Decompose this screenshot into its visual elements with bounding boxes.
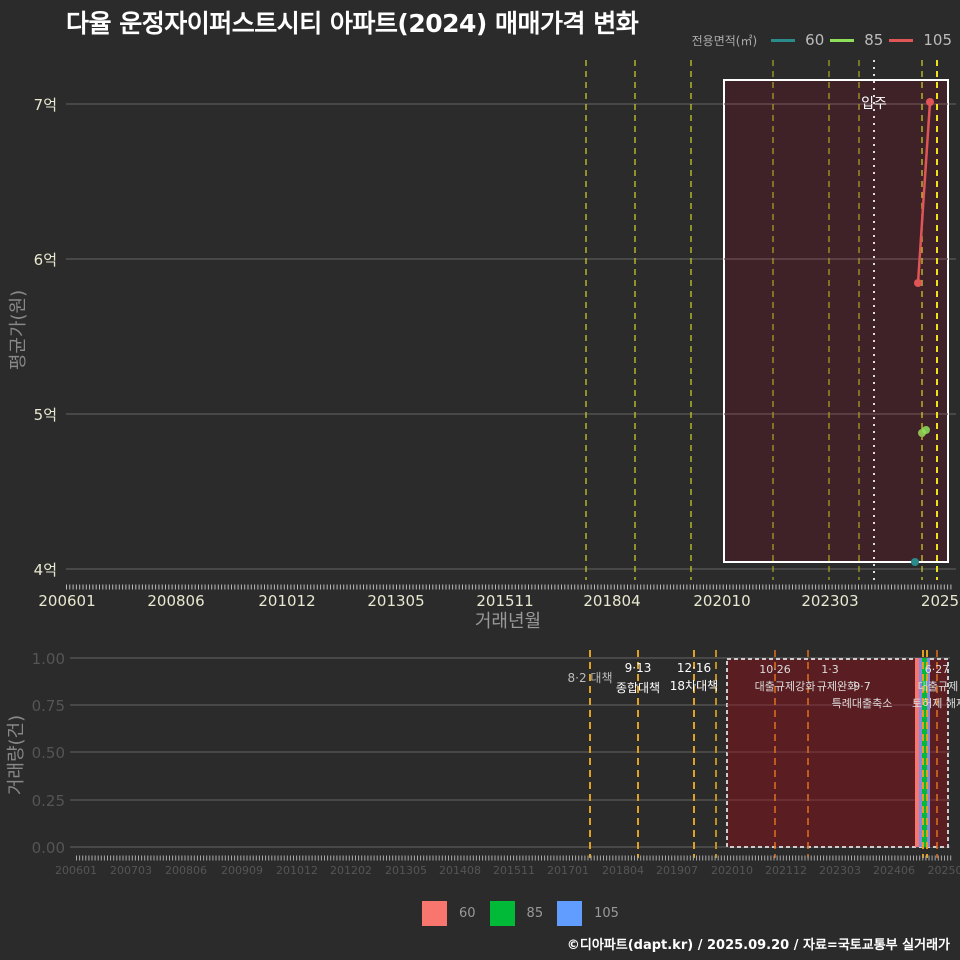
x-tick: 201408: [439, 864, 481, 877]
legend-line-icon: [771, 38, 796, 42]
policy-annotation: 종합대책: [616, 680, 660, 695]
legend-label: 105: [594, 906, 619, 921]
bar-105: [927, 658, 930, 847]
price-chart: 입주 7억 6억 5억 4억 200601 200806 201012 2013…: [8, 60, 959, 632]
x-tick: 202303: [819, 864, 861, 877]
legend-swatch-icon: [489, 901, 515, 926]
legend-label: 60: [805, 31, 825, 49]
x-tick: 200601: [55, 864, 97, 877]
policy-annotation: 규제완화: [817, 680, 857, 693]
x-tick: 202010: [693, 592, 750, 610]
policy-annotation: 18차대책: [670, 678, 718, 693]
policy-annotation: 1·3: [821, 663, 839, 676]
move-in-label: 입주: [861, 96, 887, 112]
source-credit: ©디아파트(dapt.kr) / 2025.09.20 / 자료=국토교통부 실…: [566, 938, 950, 953]
policy-annotation: 특례대출축소: [832, 697, 893, 710]
chart-title: 다율 운정자이퍼스트시티 아파트(2024) 매매가격 변화: [66, 9, 639, 38]
legend-item-60: 60: [422, 901, 476, 926]
x-tick: 20250: [928, 864, 960, 877]
x-tick: 201202: [330, 864, 372, 877]
x-tick: 201701: [547, 864, 589, 877]
legend-item-105: 105: [557, 901, 619, 926]
bar-60: [915, 658, 919, 847]
x-tick: 202112: [765, 864, 807, 877]
point-85: [922, 426, 930, 434]
x-tick: 202406: [873, 864, 915, 877]
policy-annotation: 12·16: [677, 661, 711, 675]
point-105: [926, 98, 934, 106]
point-105: [914, 279, 922, 287]
post-move-in-region: [726, 658, 949, 848]
x-tick: 201012: [258, 592, 315, 610]
x-tick: 202303: [801, 592, 858, 610]
x-tick: 201305: [385, 864, 427, 877]
x-tick: 200909: [221, 864, 263, 877]
policy-annotation: 대출규제강화: [755, 680, 816, 693]
bar-85: [922, 658, 927, 847]
y-axis-label: 평균가(원): [8, 290, 29, 370]
y-tick: 6억: [34, 251, 57, 269]
y-tick: 0.75: [32, 697, 65, 715]
legend-label: 105: [923, 31, 952, 49]
x-tick: 200601: [38, 592, 95, 610]
point-60: [911, 558, 919, 566]
y-tick: 5억: [34, 406, 57, 424]
legend-title: 전용면적(㎡): [691, 33, 758, 48]
bar-105: [919, 658, 922, 847]
policy-annotation: 9·13: [625, 661, 652, 675]
x-tick: 201511: [476, 592, 533, 610]
y-tick: 0.25: [32, 792, 65, 810]
x-tick: 202010: [711, 864, 753, 877]
x-tick: 201012: [276, 864, 318, 877]
legend-label: 85: [526, 906, 544, 921]
legend-item-105: 105: [889, 31, 952, 49]
legend-label: 60: [459, 906, 476, 921]
x-tick: 200703: [110, 864, 152, 877]
y-tick: 4억: [34, 561, 57, 579]
policy-annotation: 토허제 해제: [912, 696, 960, 710]
y-tick: 1.00: [32, 650, 65, 668]
x-tick: 200806: [147, 592, 204, 610]
legend-swatch-icon: [422, 901, 447, 926]
legend-item-85: 85: [830, 31, 883, 49]
policy-annotation: 10·26: [759, 663, 791, 676]
area-legend: 전용면적(㎡) 60 85 105: [692, 31, 952, 49]
x-tick: 2025: [921, 592, 959, 610]
bar-legend: 60 85 105: [422, 901, 633, 926]
x-tick: 201305: [367, 592, 424, 610]
x-tick: 201907: [656, 864, 698, 877]
legend-item-60: 60: [771, 31, 824, 49]
legend-item-85: 85: [489, 901, 544, 926]
x-tick: 201511: [493, 864, 535, 877]
x-tick: 201804: [602, 864, 644, 877]
y-axis-label: 거래량(건): [6, 715, 27, 795]
policy-annotation: 8·2 대책: [568, 670, 613, 685]
legend-swatch-icon: [557, 901, 583, 926]
y-tick: 0.00: [32, 839, 65, 857]
x-axis-label: 거래년월: [475, 611, 541, 632]
policy-annotation: 대출규제: [918, 680, 958, 693]
legend-label: 85: [864, 31, 884, 49]
legend-line-icon: [889, 38, 914, 42]
policy-annotation: 9·7: [853, 680, 871, 693]
y-tick: 7억: [34, 96, 57, 114]
y-tick: 0.50: [32, 744, 65, 762]
x-tick: 200806: [165, 864, 207, 877]
policy-annotation: 6·27: [925, 663, 950, 676]
legend-line-icon: [830, 38, 855, 42]
volume-chart: 8·2 대책 9·13 종합대책 12·16 18차대책 10·26 대출규제강…: [6, 650, 960, 877]
post-move-in-region: [723, 79, 949, 563]
x-tick: 201804: [583, 592, 640, 610]
